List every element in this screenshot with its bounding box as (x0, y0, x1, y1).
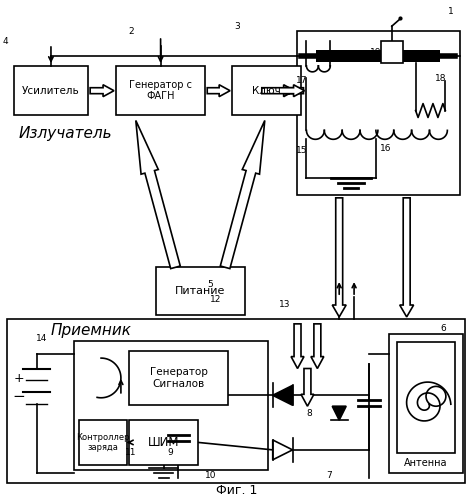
Text: 14: 14 (36, 334, 47, 343)
Text: Контроллер
заряда: Контроллер заряда (76, 432, 130, 452)
Bar (155, 268, 245, 315)
Polygon shape (136, 120, 180, 268)
Bar (129, 420, 198, 465)
Text: +: + (13, 372, 24, 385)
Polygon shape (220, 120, 265, 268)
Text: Усилитель: Усилитель (22, 86, 80, 96)
Text: 16: 16 (380, 144, 392, 152)
Text: 10: 10 (204, 471, 216, 480)
Text: 1: 1 (447, 7, 453, 16)
Text: 6: 6 (440, 324, 446, 334)
Polygon shape (283, 84, 303, 96)
Bar (74, 340, 268, 469)
Text: 12: 12 (210, 294, 221, 304)
Text: Ключ: Ключ (252, 86, 281, 96)
Text: 15: 15 (296, 146, 307, 154)
Text: 11: 11 (125, 448, 137, 458)
Bar (397, 342, 456, 453)
Text: 2: 2 (128, 26, 134, 36)
Text: Фиг. 1: Фиг. 1 (216, 484, 258, 497)
Bar (14, 66, 88, 116)
Bar (316, 50, 440, 62)
Polygon shape (332, 198, 346, 317)
Polygon shape (400, 198, 414, 317)
Text: 18: 18 (435, 74, 446, 84)
Text: 7: 7 (327, 471, 332, 480)
Text: 3: 3 (234, 22, 240, 30)
Bar (79, 420, 127, 465)
Text: 19: 19 (370, 48, 382, 58)
Polygon shape (291, 324, 304, 368)
Text: −: − (12, 389, 25, 404)
Polygon shape (273, 440, 292, 460)
Text: Питание: Питание (175, 286, 226, 296)
Text: Антенна: Антенна (404, 458, 448, 468)
Text: 17: 17 (296, 76, 307, 86)
Polygon shape (311, 324, 324, 368)
Bar (381, 41, 403, 63)
Text: 4: 4 (3, 36, 9, 46)
Bar (232, 66, 301, 116)
Bar (7, 319, 465, 482)
Polygon shape (90, 84, 114, 96)
Polygon shape (262, 84, 304, 96)
Text: Генератор с
ФАГН: Генератор с ФАГН (129, 80, 192, 102)
Text: 8: 8 (307, 408, 312, 418)
Bar (129, 350, 228, 405)
Text: Излучатель: Излучатель (18, 126, 112, 141)
Polygon shape (273, 386, 292, 405)
Text: 9: 9 (168, 448, 173, 458)
Text: Генератор
Сигналов: Генератор Сигналов (149, 367, 208, 388)
Text: ШИМ: ШИМ (148, 436, 179, 449)
Text: Приемник: Приемник (51, 324, 132, 338)
Text: 5: 5 (207, 280, 213, 288)
Polygon shape (301, 368, 314, 406)
Polygon shape (332, 406, 346, 420)
Bar (116, 66, 205, 116)
Bar (389, 334, 463, 472)
Text: 13: 13 (279, 300, 291, 308)
Polygon shape (207, 84, 230, 96)
Bar (297, 31, 460, 195)
